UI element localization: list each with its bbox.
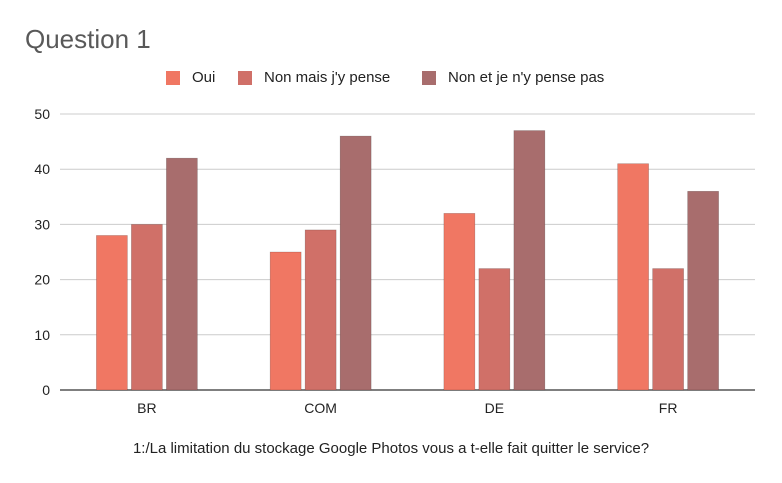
bar-fr-series-2 <box>687 190 719 391</box>
legend-label-non-mais: Non mais j'y pense <box>264 69 391 86</box>
bar-br-series-0 <box>96 235 128 391</box>
bar-br-series-2 <box>166 157 198 391</box>
legend-item-non-et: Non et je n'y pense pas <box>422 69 604 86</box>
y-tick-label-20: 20 <box>34 272 50 288</box>
legend-item-non-mais: Non mais j'y pense <box>238 69 390 86</box>
y-tick-label-10: 10 <box>34 327 50 343</box>
legend-swatch-non-et <box>422 70 436 85</box>
x-tick-label-br: BR <box>137 400 156 416</box>
bar-de-series-1 <box>478 268 511 391</box>
legend-label-non-et: Non et je n'y pense pas <box>448 69 605 86</box>
bar-com-series-1 <box>304 229 337 391</box>
bar-de-series-0 <box>443 213 476 391</box>
bar-com-series-2 <box>339 135 372 391</box>
x-tick-label-com: COM <box>304 400 337 416</box>
bar-fr-series-0 <box>617 163 649 391</box>
legend-label-oui: Oui <box>192 69 216 86</box>
y-tick-label-50: 50 <box>34 106 50 122</box>
bar-com-series-0 <box>269 251 302 391</box>
legend-swatch-non-mais <box>238 70 252 85</box>
chart-title: Question 1 <box>25 24 151 54</box>
y-tick-label-30: 30 <box>34 216 50 232</box>
legend-swatch-oui <box>166 70 180 85</box>
legend: Oui Non mais j'y pense Non et je n'y pen… <box>0 69 782 91</box>
y-tick-label-40: 40 <box>34 161 50 177</box>
x-tick-label-de: DE <box>485 400 504 416</box>
x-axis-title: 1:/La limitation du stockage Google Phot… <box>132 440 650 457</box>
legend-item-oui: Oui <box>166 69 215 86</box>
y-tick-label-0: 0 <box>42 382 50 398</box>
bar-fr-series-1 <box>652 268 684 391</box>
bar-de-series-2 <box>513 130 546 391</box>
x-tick-label-fr: FR <box>659 400 678 416</box>
bar-br-series-1 <box>131 224 163 391</box>
